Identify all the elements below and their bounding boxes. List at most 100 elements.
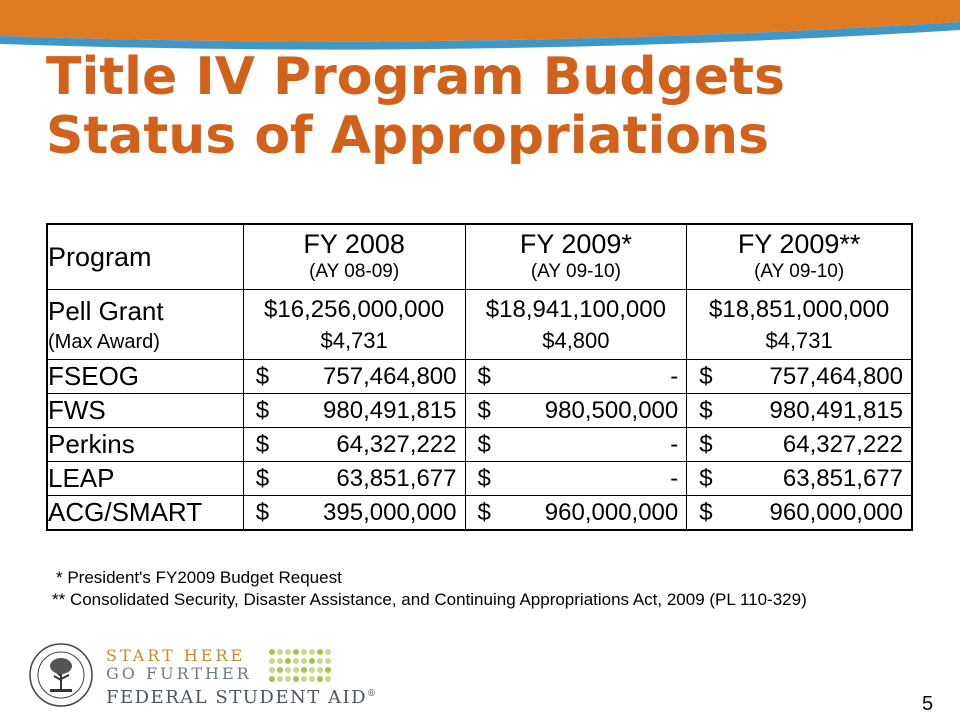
program-name-cell: ACG/SMART <box>47 495 244 530</box>
currency-symbol: $ <box>477 396 491 424</box>
logo-dot <box>269 676 275 682</box>
logo-dot <box>317 667 323 673</box>
logo-dot <box>277 649 283 655</box>
amount-cell: $980,491,815 <box>242 393 466 428</box>
pell-cell-2: $18,941,100,000 $4,800 <box>464 289 688 360</box>
logo-dot <box>277 667 283 673</box>
logo-dot <box>309 667 315 673</box>
table-row: LEAP $63,851,677 $ - $63,851,677 <box>47 461 912 496</box>
table-row: FSEOG $757,464,800 $ - $757,464,800 <box>47 359 912 394</box>
amount-value: 395,000,000 <box>323 498 457 526</box>
amount-cell: $64,327,222 <box>242 427 466 462</box>
table-row: ACG/SMART $395,000,000 $960,000,000 $960,00… <box>47 495 912 530</box>
table-row: Perkins $64,327,222 $ - $64,327,222 <box>47 427 912 462</box>
table-header-row: Program FY 2008 (AY 08-09) FY 2009* (AY … <box>47 224 912 290</box>
currency-symbol: $ <box>699 362 713 390</box>
logo-dot <box>293 649 299 655</box>
logo-dot <box>285 649 291 655</box>
program-name-cell: LEAP <box>47 461 244 496</box>
amount-cell: $960,000,000 <box>686 495 912 530</box>
logo-dot <box>301 676 307 682</box>
amount-cell: $960,000,000 <box>464 495 688 530</box>
logo-dot <box>285 676 291 682</box>
logo-dot <box>293 658 299 664</box>
amount-value: 757,464,800 <box>769 362 903 390</box>
header-program: Program <box>47 224 244 290</box>
currency-symbol: $ <box>255 430 270 458</box>
amount-value: 64,327,222 <box>336 430 457 458</box>
header-col-2: FY 2009* (AY 09-10) <box>464 224 688 290</box>
pell-cell-1: $16,256,000,000 $4,731 <box>242 289 466 360</box>
header-col-1: FY 2008 (AY 08-09) <box>242 224 466 290</box>
logo-dot <box>293 676 299 682</box>
logo-line-3: FEDERAL STUDENT AID® <box>106 687 378 708</box>
logo-dot <box>285 658 291 664</box>
logo-dot <box>269 649 275 655</box>
amount-content: $757,464,800 <box>687 360 911 393</box>
amount-content: $ - <box>466 462 687 495</box>
header-band <box>0 0 960 50</box>
pell-max-1: $4,731 <box>320 327 388 353</box>
amount-content: $ - <box>466 360 687 393</box>
logo-dot <box>325 649 331 655</box>
page-number: 5 <box>922 693 934 715</box>
amount-content: $980,491,815 <box>687 394 911 427</box>
budget-table: Program FY 2008 (AY 08-09) FY 2009* (AY … <box>46 223 913 531</box>
logo-dot <box>301 658 307 664</box>
department-seal-icon <box>29 643 93 707</box>
currency-symbol: $ <box>255 464 270 492</box>
logo-line-3-text: FEDERAL STUDENT AID <box>106 687 368 708</box>
pell-value-1: $16,256,000,000 <box>264 295 445 323</box>
currency-symbol: $ <box>699 464 713 492</box>
amount-content: $980,500,000 <box>466 394 687 427</box>
amount-cell: $63,851,677 <box>686 461 912 496</box>
logo-dot <box>317 658 323 664</box>
amount-value: - <box>670 464 679 492</box>
header-col-3-ay: (AY 09-10) <box>754 261 845 282</box>
title-line-2: Status of Appropriations <box>46 106 769 166</box>
currency-symbol: $ <box>699 430 713 458</box>
amount-cell: $63,851,677 <box>242 461 466 496</box>
pell-value-3: $18,851,000,000 <box>709 295 890 323</box>
logo-dot <box>269 667 275 673</box>
pell-program-name: Pell Grant <box>48 295 164 326</box>
amount-content: $63,851,677 <box>687 462 911 495</box>
program-name-cell: Perkins <box>47 427 244 462</box>
dot-pattern-icon <box>269 649 331 682</box>
amount-cell: $757,464,800 <box>686 359 912 394</box>
amount-content: $64,327,222 <box>244 428 465 461</box>
currency-symbol: $ <box>477 498 491 526</box>
amount-content: $395,000,000 <box>244 496 465 529</box>
amount-content: $960,000,000 <box>687 496 911 529</box>
amount-value: - <box>670 362 679 390</box>
amount-value: 63,851,677 <box>782 464 903 492</box>
currency-symbol: $ <box>477 362 491 390</box>
logo-dot <box>285 667 291 673</box>
amount-value: 63,851,677 <box>336 464 457 492</box>
logo-line-1: START HERE <box>106 646 246 665</box>
footnote-2: ** Consolidated Security, Disaster Assis… <box>52 590 807 609</box>
header-col-2-ay: (AY 09-10) <box>530 261 621 282</box>
amount-value: 980,500,000 <box>544 396 679 424</box>
footnotes: * President's FY2009 Budget Request ** C… <box>52 567 807 611</box>
currency-symbol: $ <box>699 498 713 526</box>
header-col-2-year: FY 2009* <box>519 229 632 259</box>
currency-symbol: $ <box>699 396 713 424</box>
amount-content: $757,464,800 <box>244 360 465 393</box>
logo-dot <box>325 667 331 673</box>
amount-content: $64,327,222 <box>687 428 911 461</box>
pell-cell-3: $18,851,000,000 $4,731 <box>686 289 912 360</box>
table-row-pell: Pell Grant (Max Award) $16,256,000,000 $… <box>47 289 912 360</box>
amount-cell: $757,464,800 <box>242 359 466 394</box>
amount-content: $980,491,815 <box>244 394 465 427</box>
amount-value: 64,327,222 <box>782 430 903 458</box>
logo-dot <box>309 676 315 682</box>
amount-cell: $395,000,000 <box>242 495 466 530</box>
currency-symbol: $ <box>255 362 270 390</box>
currency-symbol: $ <box>477 430 491 458</box>
logo-dot <box>317 676 323 682</box>
pell-max-2: $4,800 <box>542 327 610 353</box>
amount-value: 980,491,815 <box>769 396 903 424</box>
program-name-cell: FSEOG <box>47 359 244 394</box>
amount-content: $63,851,677 <box>244 462 465 495</box>
